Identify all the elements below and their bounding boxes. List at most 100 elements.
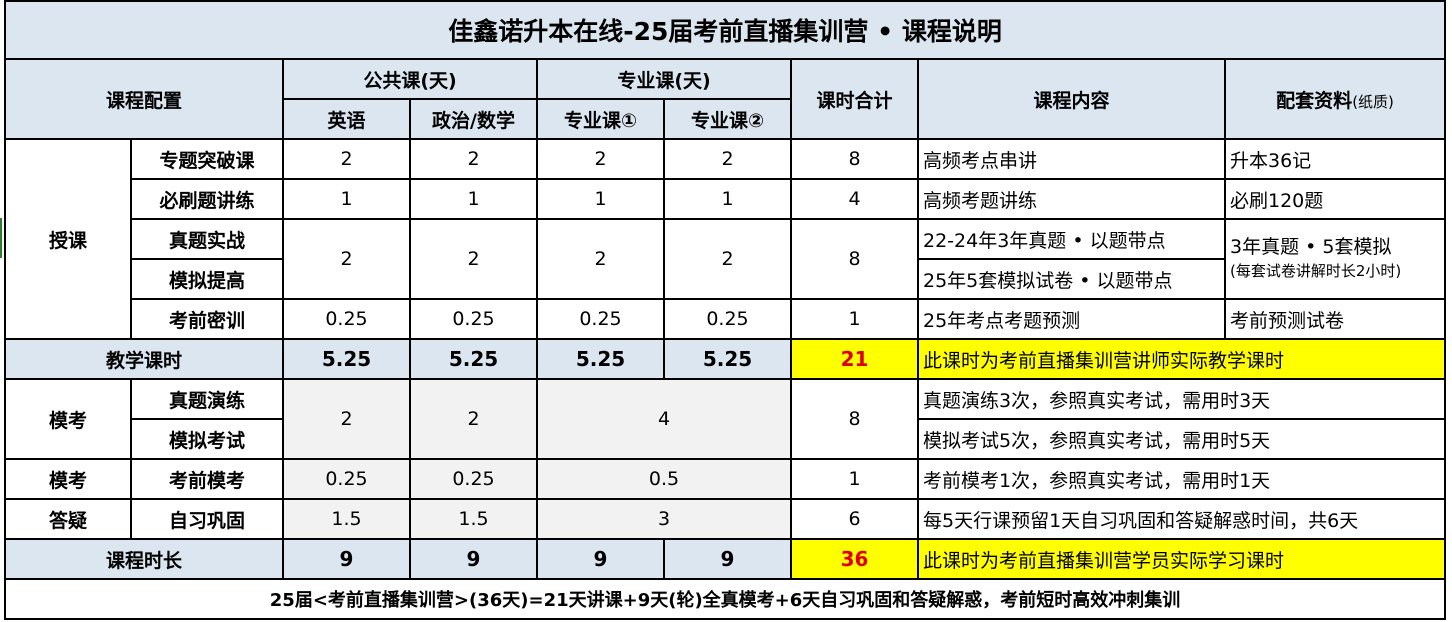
cell-english: 2 (282, 138, 411, 180)
cell-major2: 9 (663, 538, 792, 580)
cell-material: 3年真题 • 5套模拟 (每套试卷讲解时长2小时) (1223, 218, 1447, 300)
row-name: 真题实战 (130, 218, 284, 260)
cell-english: 5.25 (282, 338, 411, 380)
cell-politics-math: 2 (409, 378, 538, 460)
cell-english: 2 (282, 378, 411, 460)
cell-politics-math: 9 (409, 538, 538, 580)
page-title: 佳鑫诺升本在线-25届考前直播集训营 • 课程说明 (3, 0, 1447, 60)
table-row: 必刷题讲练 1 1 1 1 4 高频考题讲练 必刷120题 (5, 178, 1447, 220)
table-row: 模拟提高 25年5套模拟试卷 • 以题带点 (5, 258, 1445, 300)
header-major2: 专业课② (663, 98, 792, 140)
table-row: 答疑 自习巩固 1.5 1.5 3 6 每5天行课预留1天自习巩固和答疑解惑时间… (4, 498, 1447, 540)
cell-content: 考前模考1次，参照真实考试，需用时1天 (916, 458, 1447, 500)
cell-material: 考前预测试卷 (1223, 298, 1447, 340)
cell-major: 4 (536, 378, 792, 460)
teaching-hours-row: 教学课时 5.25 5.25 5.25 5.25 21 此课时为考前直播集训营讲… (4, 338, 1447, 380)
cell-total: 8 (790, 378, 919, 460)
cell-major2: 2 (663, 218, 792, 300)
teaching-hours-note: 此课时为考前直播集训营讲师实际教学课时 (916, 338, 1447, 380)
cell-politics-math: 0.25 (409, 458, 538, 500)
material-note: (每套试卷讲解时长2小时) (1230, 262, 1402, 280)
duration-row: 课程时长 9 9 9 9 36 此课时为考前直播集训营学员实际学习课时 (4, 538, 1447, 580)
row-name: 模拟考试 (130, 418, 284, 460)
material-main: 3年真题 • 5套模拟 (1230, 236, 1392, 258)
header-course-config: 课程配置 (4, 58, 284, 140)
cell-content: 高频考点串讲 (917, 138, 1226, 180)
cell-major2: 5.25 (663, 338, 792, 380)
cell-major1: 2 (536, 218, 665, 300)
cell-major: 3 (536, 498, 792, 540)
cell-politics-math: 1 (409, 178, 538, 220)
cell-politics-math: 1.5 (409, 498, 538, 540)
cell-total: 1 (790, 298, 919, 340)
cell-total: 8 (790, 218, 919, 300)
footer-summary: 25届<考前直播集训营>(36天)=21天讲课+9天(轮)全真模考+6天自习巩固… (3, 578, 1447, 620)
course-table-sheet: 佳鑫诺升本在线-25届考前直播集训营 • 课程说明 课程配置 公共课(天) 专业… (3, 0, 1447, 622)
cell-major1: 0.25 (536, 298, 665, 340)
header-major-course: 专业课(天) (536, 58, 792, 100)
cell-total: 1 (790, 458, 919, 500)
row-name: 考前密训 (130, 298, 284, 340)
table-row: 真题实战 2 2 2 2 8 22-24年3年真题 • 以题带点 3年真题 • … (5, 218, 1447, 300)
duration-note: 此课时为考前直播集训营学员实际学习课时 (916, 538, 1447, 580)
header-materials-note: (纸质) (1352, 92, 1394, 111)
cell-major1: 1 (536, 178, 665, 220)
cell-english: 2 (282, 218, 411, 300)
cell-english: 9 (282, 538, 411, 580)
cell-major2: 2 (663, 138, 792, 180)
cell-total: 6 (790, 498, 919, 540)
header-politics-math: 政治/数学 (409, 98, 538, 140)
cell-content: 22-24年3年真题 • 以题带点 (917, 218, 1226, 260)
group-qa: 答疑 (4, 498, 132, 540)
cell-politics-math: 2 (409, 218, 538, 300)
cell-content: 高频考题讲练 (917, 178, 1226, 220)
row-name: 必刷题讲练 (130, 178, 284, 220)
cell-content: 25年考点考题预测 (917, 298, 1226, 340)
teaching-hours-total: 21 (790, 338, 919, 380)
row-name: 模拟提高 (130, 258, 284, 300)
header-public-course: 公共课(天) (282, 58, 538, 100)
cell-english: 1.5 (282, 498, 411, 540)
selection-edge-marker (0, 218, 2, 258)
row-name: 自习巩固 (130, 498, 284, 540)
cell-material: 必刷120题 (1223, 178, 1447, 220)
duration-label: 课程时长 (4, 538, 284, 580)
group-teaching: 授课 (4, 138, 132, 340)
cell-content: 25年5套模拟试卷 • 以题带点 (917, 258, 1226, 300)
cell-english: 1 (282, 178, 411, 220)
header-total-hours: 课时合计 (790, 58, 919, 140)
cell-material: 升本36记 (1223, 138, 1447, 180)
row-name: 考前模考 (130, 458, 284, 500)
cell-content: 真题演练3次，参照真实考试，需用时3天 (916, 378, 1447, 420)
cell-total: 4 (790, 178, 919, 220)
header-course-content: 课程内容 (917, 58, 1226, 140)
cell-major1: 9 (536, 538, 665, 580)
header-major1: 专业课① (536, 98, 665, 140)
cell-total: 8 (790, 138, 919, 180)
table-row: 模考 真题演练 2 2 4 8 真题演练3次，参照真实考试，需用时3天 (4, 378, 1447, 460)
group-pre-mock: 模考 (4, 458, 132, 500)
cell-major1: 5.25 (536, 338, 665, 380)
cell-major2: 1 (663, 178, 792, 220)
table-row: 模拟考试 模拟考试5次，参照真实考试，需用时5天 (5, 418, 1447, 460)
table-row: 考前密训 0.25 0.25 0.25 0.25 1 25年考点考题预测 考前预… (5, 298, 1447, 340)
cell-politics-math: 5.25 (409, 338, 538, 380)
cell-english: 0.25 (282, 298, 411, 340)
course-table: 佳鑫诺升本在线-25届考前直播集训营 • 课程说明 课程配置 公共课(天) 专业… (3, 0, 1447, 620)
table-row: 模考 考前模考 0.25 0.25 0.5 1 考前模考1次，参照真实考试，需用… (4, 458, 1447, 500)
cell-major: 0.5 (536, 458, 792, 500)
cell-english: 0.25 (282, 458, 411, 500)
row-name: 真题演练 (130, 378, 284, 420)
duration-total: 36 (790, 538, 919, 580)
cell-major1: 2 (536, 138, 665, 180)
header-materials: 配套资料(纸质) (1223, 58, 1447, 140)
header-materials-label: 配套资料 (1276, 89, 1353, 112)
cell-content: 每5天行课预留1天自习巩固和答疑解惑时间，共6天 (916, 498, 1447, 540)
group-mock: 模考 (4, 378, 132, 460)
cell-content: 模拟考试5次，参照真实考试，需用时5天 (916, 418, 1447, 460)
cell-politics-math: 2 (409, 138, 538, 180)
row-name: 专题突破课 (130, 138, 284, 180)
teaching-hours-label: 教学课时 (4, 338, 284, 380)
cell-major2: 0.25 (663, 298, 792, 340)
cell-politics-math: 0.25 (409, 298, 538, 340)
